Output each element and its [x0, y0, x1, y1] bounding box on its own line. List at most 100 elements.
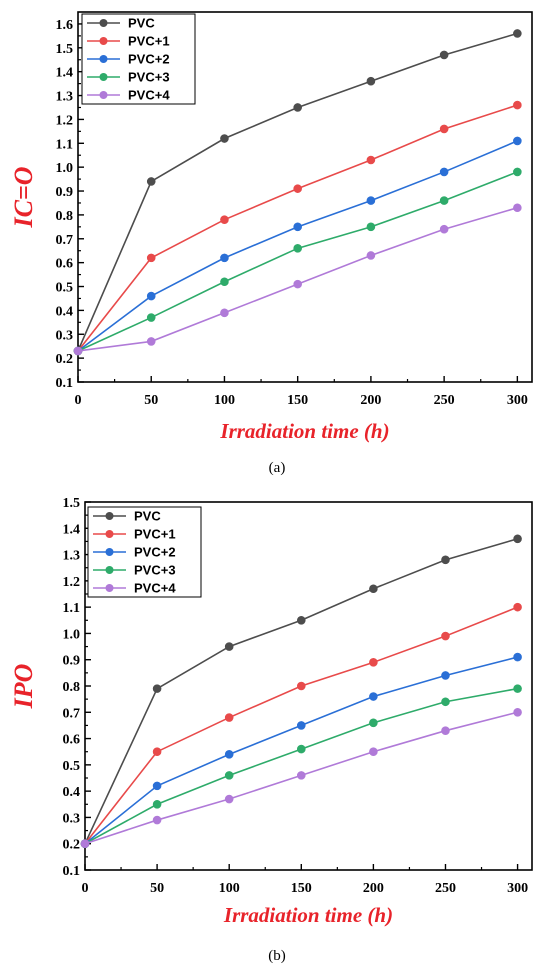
data-point [220, 134, 229, 143]
data-point [296, 721, 306, 730]
legend-label: PVC+3 [134, 563, 176, 578]
y-tick-label: 0.4 [63, 785, 81, 800]
x-tick-label: 300 [507, 881, 528, 896]
data-point [366, 155, 376, 165]
legend-label: PVC+4 [128, 88, 170, 103]
legend-marker [105, 566, 114, 574]
y-tick-label: 1.1 [56, 137, 74, 152]
data-point [366, 196, 376, 205]
y-tick-label: 1.6 [56, 18, 74, 33]
data-point [220, 277, 229, 287]
data-point [441, 631, 450, 641]
data-point [296, 744, 306, 754]
data-point [513, 100, 522, 110]
chart-panel-b: 0 50 100 150 200 250 300 0.1 0.2 0.3 0.4 0.5 0.6 0.7 0… [9, 496, 533, 964]
data-point [513, 29, 522, 38]
data-point [441, 555, 450, 565]
data-point [146, 291, 156, 301]
data-point [152, 747, 162, 757]
data-point [296, 681, 306, 691]
data-point [146, 177, 156, 186]
legend-label: PVC+2 [128, 52, 170, 67]
data-point [513, 203, 522, 213]
legend-marker [99, 37, 108, 45]
x-tick-label: 100 [214, 393, 235, 408]
legend-label: PVC+1 [134, 527, 176, 542]
y-tick-label: 0.8 [63, 680, 81, 695]
panel-caption: (a) [269, 460, 286, 476]
legend-marker [99, 19, 108, 27]
data-point [513, 167, 522, 177]
y-tick-label: 0.7 [63, 706, 81, 721]
data-point [220, 253, 229, 263]
data-point [152, 781, 162, 791]
y-tick-label: 0.1 [63, 864, 81, 879]
x-tick-label: 250 [435, 881, 456, 896]
y-tick-label: 0.6 [63, 733, 81, 748]
y-tick-label: 0.9 [63, 654, 81, 669]
data-point [73, 346, 83, 356]
y-tick-label: 1.0 [56, 161, 74, 176]
x-axis-title: Irradiation time (h) [219, 419, 389, 443]
data-point [224, 642, 234, 651]
legend-marker [99, 55, 108, 63]
data-point [441, 697, 450, 707]
legend-marker [105, 512, 114, 520]
data-point [439, 167, 449, 177]
legend-marker [105, 548, 114, 556]
series-line-3 [84, 687, 518, 845]
y-tick-label: 0.2 [63, 838, 81, 853]
y-tick-label: 1.1 [63, 601, 81, 616]
y-tick-label: 1.3 [56, 90, 74, 105]
data-point [220, 215, 229, 224]
y-tick-label: 0.4 [56, 304, 74, 319]
legend-label: PVC+3 [128, 70, 170, 85]
y-tick-label: 1.2 [56, 113, 74, 128]
data-point [293, 279, 302, 289]
legend-marker [99, 91, 108, 99]
data-point [293, 184, 302, 193]
legend-marker [99, 73, 108, 81]
y-tick-label: 0.5 [56, 281, 74, 296]
data-point [441, 671, 450, 680]
data-point [513, 707, 522, 717]
data-point [439, 196, 449, 205]
data-point [513, 534, 522, 544]
data-point [224, 713, 234, 722]
panel-caption: (b) [268, 948, 286, 964]
data-point [369, 718, 378, 728]
data-point [224, 771, 234, 780]
data-point [296, 615, 306, 625]
y-tick-label: 1.5 [63, 496, 81, 511]
y-tick-label: 1.0 [63, 627, 81, 642]
data-point [220, 308, 229, 318]
y-tick-label: 0.1 [56, 376, 74, 391]
x-tick-label: 0 [75, 393, 82, 408]
data-point [80, 839, 90, 849]
data-point [293, 244, 302, 253]
y-tick-label: 0.3 [56, 328, 74, 343]
data-point [224, 794, 234, 804]
x-tick-label: 100 [219, 881, 240, 896]
x-axis-title: Irradiation time (h) [223, 903, 393, 927]
legend-label: PVC [134, 509, 161, 524]
x-tick-label: 200 [363, 881, 384, 896]
data-point [366, 222, 376, 232]
data-point [146, 253, 156, 263]
legend-label: PVC [128, 16, 155, 31]
data-point [369, 692, 378, 701]
data-point [513, 136, 522, 146]
legend-label: PVC+2 [134, 545, 176, 560]
y-tick-label: 0.2 [56, 352, 74, 367]
y-tick-label: 1.2 [63, 575, 81, 590]
x-tick-label: 300 [507, 393, 528, 408]
data-point [296, 771, 306, 780]
x-tick-label: 50 [150, 881, 164, 896]
data-point [369, 747, 378, 757]
data-point [513, 652, 522, 662]
data-point [513, 684, 522, 693]
data-point [439, 50, 449, 60]
y-tick-label: 0.6 [56, 257, 74, 272]
legend-marker [105, 584, 114, 592]
x-tick-label: 250 [434, 393, 455, 408]
